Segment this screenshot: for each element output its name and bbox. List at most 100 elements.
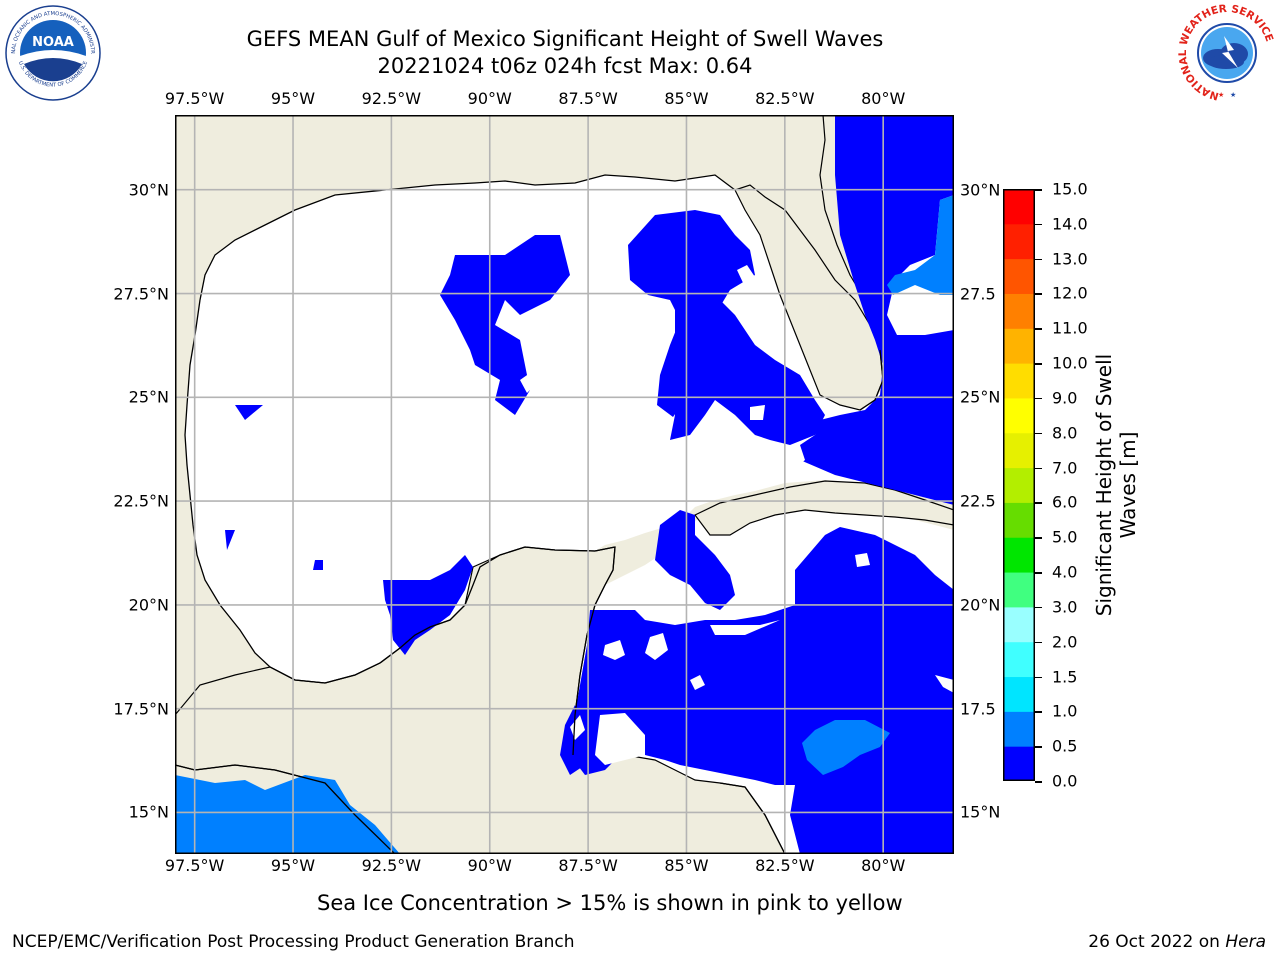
colorbar-band <box>1003 432 1035 469</box>
footer-branch: NCEP/EMC/Verification Post Processing Pr… <box>12 932 575 952</box>
lon-tick-label-bottom: 92.5°W <box>361 856 422 875</box>
sea-ice-note: Sea Ice Concentration > 15% is shown in … <box>317 891 903 915</box>
colorbar-band <box>1003 537 1035 573</box>
svg-text:★: ★ <box>1218 91 1224 99</box>
chart-title: GEFS MEAN Gulf of Mexico Significant Hei… <box>246 27 884 51</box>
colorbar-tick-mark <box>1035 711 1042 713</box>
footer-date: 26 Oct 2022 on Hera <box>1088 932 1266 952</box>
colorbar-band <box>1003 746 1035 781</box>
colorbar-tick-label: 10.0 <box>1052 353 1088 373</box>
colorbar-band <box>1003 223 1035 260</box>
colorbar-tick-mark <box>1035 746 1042 748</box>
colorbar-tick-mark <box>1035 363 1042 365</box>
colorbar-band <box>1003 641 1035 678</box>
colorbar-tick-label: 5.0 <box>1052 527 1078 547</box>
noaa-logo-text: NOAA <box>32 35 74 50</box>
lat-tick-label-right: 27.5 <box>960 284 996 304</box>
colorbar-tick-label: 2.0 <box>1052 632 1078 652</box>
lon-tick-label-top: 90°W <box>467 89 512 108</box>
swell-band-0-0.5 <box>225 115 954 854</box>
lon-tick-label-top: 80°W <box>861 89 906 108</box>
colorbar-band <box>1003 502 1035 538</box>
colorbar-band <box>1003 363 1035 399</box>
lon-tick-label-bottom: 85°W <box>664 856 709 875</box>
colorbar-band <box>1003 397 1035 434</box>
colorbar-tick-label: 9.0 <box>1052 388 1078 408</box>
lon-tick-label-top: 95°W <box>270 89 316 108</box>
colorbar-tick-mark <box>1035 397 1042 400</box>
lat-tick-label-right: 22.5 <box>960 491 996 511</box>
lat-tick-label-right: 25°N <box>960 387 1001 407</box>
swell-band-0.5-1 <box>175 195 954 854</box>
colorbar-tick-label: 12.0 <box>1052 283 1088 303</box>
colorbar-band <box>1003 293 1035 329</box>
colorbar-band <box>1003 606 1035 643</box>
colorbar-tick-label: 0.5 <box>1052 736 1078 756</box>
colorbar-tick-mark <box>1035 676 1042 679</box>
colorbar-tick-label: 6.0 <box>1052 492 1078 512</box>
lon-tick-label-top: 87.5°W <box>558 89 618 108</box>
colorbar-tick-label: 11.0 <box>1052 318 1088 338</box>
lon-tick-label-top: 97.5°W <box>164 89 225 108</box>
lon-tick-label-bottom: 90°W <box>467 856 512 875</box>
lat-tick-label-right: 17.5 <box>960 699 996 719</box>
colorbar-tick-mark <box>1035 293 1042 295</box>
lat-tick-label-left: 25°N <box>128 387 169 407</box>
colorbar-tick-mark <box>1035 189 1042 191</box>
colorbar-tick-mark <box>1035 641 1042 644</box>
lat-tick-label-left: 17.5°N <box>113 699 169 719</box>
colorbar-band <box>1003 258 1035 294</box>
footer-machine: Hera <box>1225 932 1266 952</box>
colorbar-tick-label: 3.0 <box>1052 597 1078 617</box>
lat-tick-label-left: 15°N <box>128 802 169 822</box>
colorbar-tick-label: 13.0 <box>1052 249 1088 269</box>
colorbar-tick-mark <box>1035 781 1042 783</box>
map-gridlines <box>175 115 954 854</box>
colorbar-tick-mark <box>1035 572 1042 574</box>
lon-tick-label-bottom: 95°W <box>270 856 316 875</box>
colorbar-band <box>1003 467 1035 503</box>
colorbar-tick-mark <box>1035 432 1042 435</box>
lon-tick-label-bottom: 80°W <box>861 856 906 875</box>
colorbar-tick-mark <box>1035 537 1042 539</box>
chart-subtitle: 20221024 t06z 024h fcst Max: 0.64 <box>377 54 753 78</box>
colorbar-tick-label: 8.0 <box>1052 423 1078 443</box>
lat-tick-label-left: 22.5°N <box>113 491 169 511</box>
colorbar-band <box>1003 711 1035 747</box>
colorbar-tick-mark <box>1035 223 1042 226</box>
lon-tick-label-bottom: 82.5°W <box>755 856 815 875</box>
colorbar-tick-label: 7.0 <box>1052 458 1078 478</box>
colorbar-tick-label: 1.5 <box>1052 667 1078 687</box>
colorbar-tick-label: 1.0 <box>1052 701 1078 721</box>
noaa-logo: NOAA NATIONAL OCEANIC AND ATMOSPHERIC AD… <box>1 0 102 102</box>
colorbar-tick-mark <box>1035 258 1042 261</box>
lon-tick-label-bottom: 87.5°W <box>558 856 618 875</box>
map-plot <box>175 115 954 854</box>
colorbar-tick-label: 15.0 <box>1052 179 1088 199</box>
lat-tick-label-left: 30°N <box>128 180 169 200</box>
lon-tick-label-bottom: 97.5°W <box>164 856 225 875</box>
colorbar-band <box>1003 189 1035 225</box>
colorbar-tick-mark <box>1035 606 1042 609</box>
lon-tick-label-top: 82.5°W <box>755 89 815 108</box>
lat-tick-label-right: 15°N <box>960 802 1001 822</box>
colorbar <box>1003 189 1035 781</box>
colorbar-tick-label: 14.0 <box>1052 214 1088 234</box>
colorbar-label: Significant Height of Swell Waves [m] <box>1092 353 1140 617</box>
gulf-water <box>185 175 954 683</box>
colorbar-tick-label: 4.0 <box>1052 562 1078 582</box>
lat-tick-label-right: 20°N <box>960 595 1001 615</box>
lat-tick-label-left: 27.5°N <box>113 284 169 304</box>
lat-tick-label-left: 20°N <box>128 595 169 615</box>
lat-tick-label-right: 30°N <box>960 180 1001 200</box>
cuba-land <box>694 480 954 536</box>
svg-text:★: ★ <box>1230 91 1236 99</box>
colorbar-tick-mark <box>1035 502 1042 504</box>
colorbar-band <box>1003 572 1035 608</box>
colorbar-band <box>1003 676 1035 712</box>
colorbar-tick-mark <box>1035 467 1042 470</box>
map-frame <box>175 115 954 854</box>
colorbar-tick-mark <box>1035 328 1042 330</box>
lon-tick-label-top: 85°W <box>664 89 709 108</box>
nws-logo: NATIONAL WEATHER SERVICE ★ ★ <box>1177 3 1276 102</box>
